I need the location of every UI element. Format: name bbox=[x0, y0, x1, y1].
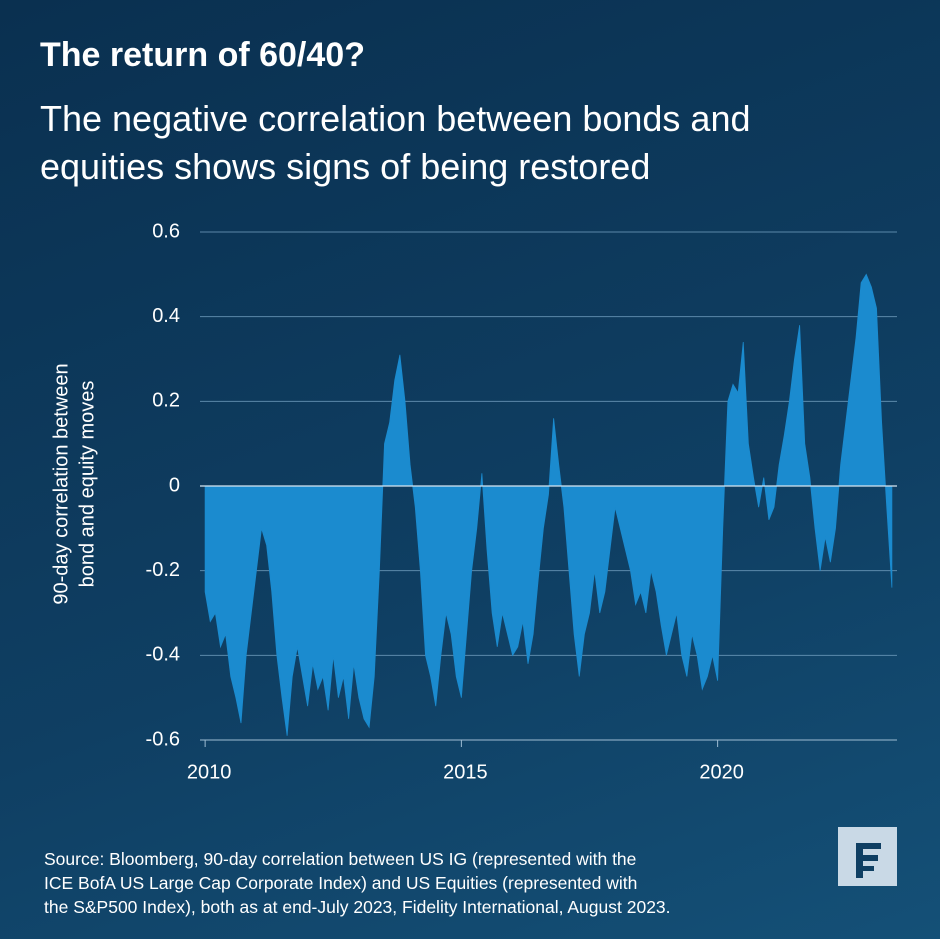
y-tick-label: 0.6 bbox=[152, 220, 180, 242]
y-tick-label: 0.2 bbox=[152, 390, 180, 412]
x-tick-label: 2020 bbox=[699, 761, 744, 783]
x-tick-label: 2015 bbox=[443, 761, 488, 783]
x-tick-label: 2010 bbox=[187, 761, 232, 783]
y-tick-label: -0.4 bbox=[146, 644, 180, 666]
title: The return of 60/40? bbox=[40, 36, 365, 74]
y-tick-label: -0.2 bbox=[146, 559, 180, 581]
y-tick-label: 0.4 bbox=[152, 305, 180, 327]
y-axis-label: 90-day correlation between bbox=[50, 363, 72, 604]
source: the S&P500 Index), both as at end-July 2… bbox=[44, 897, 671, 917]
subtitle: The negative correlation between bonds a… bbox=[40, 98, 751, 139]
y-tick-label: -0.6 bbox=[146, 728, 180, 750]
source: ICE BofA US Large Cap Corporate Index) a… bbox=[44, 873, 638, 893]
area bbox=[204, 273, 893, 736]
y-tick-label: 0 bbox=[169, 474, 180, 496]
subtitle: equities shows signs of being restored bbox=[40, 146, 651, 187]
source: Source: Bloomberg, 90-day correlation be… bbox=[44, 849, 637, 869]
y-axis-label: bond and equity moves bbox=[76, 381, 98, 588]
logo bbox=[838, 827, 897, 886]
